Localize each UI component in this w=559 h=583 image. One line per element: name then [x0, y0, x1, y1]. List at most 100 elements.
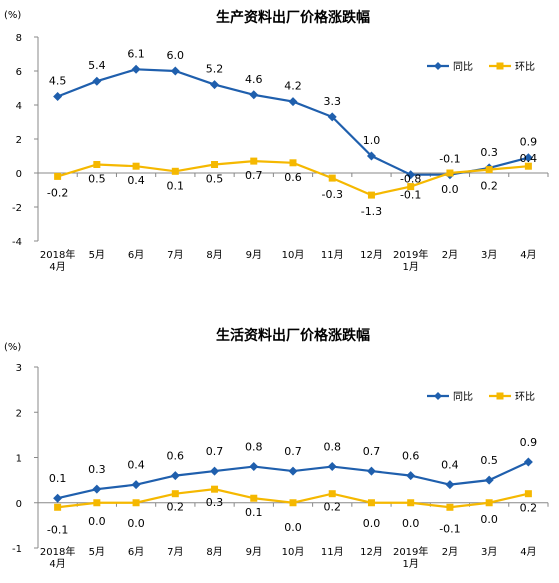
data-label-mom: -0.1	[47, 523, 68, 536]
y-tick-label: 6	[16, 67, 22, 78]
data-label-mom: 0.0	[441, 183, 459, 196]
y-tick-label: 3	[16, 363, 22, 374]
data-point-mom	[367, 191, 375, 199]
data-label-mom: 0.7	[245, 169, 263, 182]
data-point-yoy	[523, 153, 533, 163]
y-tick-label: 4	[16, 101, 22, 112]
legend-label: 同比	[453, 391, 473, 403]
data-point-mom	[250, 157, 258, 165]
y-tick-label: 0	[16, 169, 22, 180]
data-point-mom	[407, 499, 415, 507]
x-tick-label: 2月	[442, 249, 458, 261]
data-point-mom	[407, 183, 415, 191]
data-point-yoy	[406, 471, 416, 481]
x-tick-label: 5月	[89, 249, 105, 261]
x-tick-label: 11月	[321, 546, 344, 558]
data-point-mom	[211, 161, 219, 168]
x-tick-label: 4月	[520, 546, 536, 558]
chart-title: 生产资料出厂价格涨跌幅	[216, 9, 370, 26]
x-tick-label: 2018年 4月	[40, 248, 75, 273]
data-point-yoy	[406, 170, 416, 180]
legend-label: 同比	[453, 61, 473, 73]
x-tick-label: 9月	[246, 249, 262, 261]
data-point-yoy	[131, 64, 141, 74]
data-point-mom	[54, 172, 62, 180]
y-tick-label: 8	[16, 33, 22, 44]
data-label-mom: 0.1	[245, 506, 263, 519]
data-label-yoy: 0.8	[245, 441, 263, 454]
data-label-yoy: 0.9	[520, 436, 538, 449]
data-label-mom: 0.3	[206, 496, 224, 509]
data-point-yoy	[327, 462, 337, 472]
data-point-mom	[211, 485, 219, 493]
data-point-mom	[289, 499, 297, 507]
y-axis-unit-label: (%)	[4, 10, 21, 21]
data-point-yoy	[210, 80, 220, 90]
data-point-mom	[524, 162, 532, 170]
data-point-mom	[328, 490, 336, 498]
data-label-yoy: 6.1	[127, 47, 145, 60]
data-point-mom	[171, 167, 179, 175]
data-label-mom: -1.3	[361, 205, 382, 218]
data-label-mom: 0.0	[402, 517, 420, 530]
data-label-mom: 0.5	[206, 173, 224, 186]
data-point-mom	[93, 161, 101, 168]
data-point-yoy	[327, 112, 337, 122]
data-point-yoy	[249, 462, 259, 472]
x-tick-label: 3月	[481, 546, 497, 558]
data-point-mom	[250, 494, 258, 502]
data-point-mom	[524, 490, 532, 498]
data-point-mom	[485, 166, 493, 174]
data-point-yoy	[170, 66, 180, 76]
x-tick-label: 8月	[206, 546, 222, 558]
data-point-mom	[446, 503, 454, 511]
y-tick-label: -1	[12, 544, 22, 555]
data-label-mom: 0.6	[284, 171, 302, 184]
legend-marker-diamond	[434, 392, 442, 400]
chart-svg-production: 生产资料出厂价格涨跌幅 (%) -4 -2 0 2 4 6 8 2018年 4月 5月 6月 7月 8月 9月…	[4, 9, 549, 273]
chart-svg-living: 生活资料出厂价格涨跌幅 (%) -1 0 1 2 3 2018年 4月 5月 6月 7月 8月 9月 10月…	[4, 327, 549, 570]
data-label-yoy: 1.0	[363, 134, 381, 147]
chart-title: 生活资料出厂价格涨跌幅	[216, 327, 370, 344]
data-label-mom: 0.0	[127, 517, 145, 530]
data-point-yoy	[92, 484, 102, 494]
data-label-yoy: 4.5	[49, 75, 67, 88]
data-label-yoy: -0.1	[439, 153, 460, 166]
data-label-mom: 0.0	[480, 513, 498, 526]
data-label-yoy: 0.7	[206, 445, 224, 458]
data-label-mom: 0.2	[323, 501, 341, 514]
y-tick-label: 2	[16, 408, 22, 419]
data-point-mom	[54, 503, 62, 511]
x-tick-label: 5月	[89, 546, 105, 558]
data-point-yoy	[288, 466, 298, 476]
y-axis-unit-label: (%)	[4, 342, 21, 353]
x-tick-label: 8月	[206, 249, 222, 261]
x-tick-label: 6月	[128, 546, 144, 558]
data-point-mom	[132, 162, 140, 170]
y-tick-label: -4	[12, 237, 22, 248]
data-label-yoy: 0.4	[127, 459, 145, 472]
data-label-mom: -0.8	[400, 173, 421, 186]
data-label-yoy: -0.1	[400, 189, 421, 202]
x-tick-label: 7月	[167, 249, 183, 261]
y-tick-label: -2	[12, 203, 22, 214]
x-tick-label: 6月	[128, 249, 144, 261]
legend-marker-square	[496, 392, 504, 400]
data-label-yoy: 0.3	[88, 463, 106, 476]
y-tick-label: 1	[16, 454, 22, 465]
data-label-mom: -0.2	[47, 186, 68, 199]
x-tick-label: 12月	[360, 546, 383, 558]
data-label-yoy: 0.7	[284, 445, 302, 458]
x-tick-label: 4月	[520, 249, 536, 261]
data-label-yoy: 5.4	[88, 59, 106, 72]
data-label-mom: 0.1	[167, 179, 185, 192]
data-label-yoy: 4.2	[284, 80, 302, 93]
data-point-yoy	[288, 97, 298, 107]
data-point-mom	[485, 499, 493, 507]
data-label-mom: 0.0	[284, 521, 302, 534]
data-label-mom: 0.5	[88, 173, 106, 186]
data-label-yoy: 0.7	[363, 445, 381, 458]
data-label-mom: -0.1	[439, 522, 460, 535]
data-label-yoy: 0.6	[402, 450, 420, 463]
data-point-yoy	[131, 480, 141, 490]
